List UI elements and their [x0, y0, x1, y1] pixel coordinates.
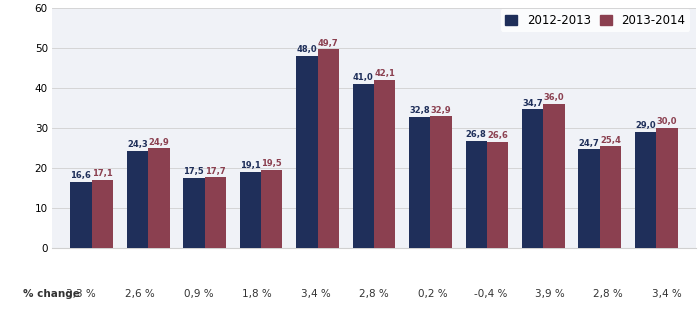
Bar [127, 151, 148, 248]
Text: SSNA: SSNA [593, 259, 624, 269]
Text: Î.-P.-É.: Î.-P.-É. [473, 259, 510, 269]
Text: 0,9 %: 0,9 % [183, 289, 214, 299]
Text: -0,4 %: -0,4 % [475, 289, 508, 299]
Text: 3,9 %: 3,9 % [535, 289, 564, 299]
Legend: 2012-2013, 2013-2014: 2012-2013, 2013-2014 [500, 9, 690, 31]
Bar [296, 56, 318, 248]
Text: 3,3 %: 3,3 % [66, 289, 96, 299]
Text: 17,5: 17,5 [183, 167, 204, 176]
Text: 19,5: 19,5 [261, 159, 282, 169]
Text: 26,8: 26,8 [466, 130, 486, 139]
Text: 17,1: 17,1 [92, 169, 113, 178]
Bar [522, 109, 543, 248]
Text: % change: % change [22, 289, 80, 299]
Text: 3,4 %: 3,4 % [300, 289, 330, 299]
Text: 16,6: 16,6 [71, 171, 91, 180]
Bar [239, 172, 261, 248]
Text: Total*: Total* [650, 259, 684, 269]
Text: MAN.: MAN. [241, 259, 272, 269]
Text: 2,8 %: 2,8 % [359, 289, 389, 299]
Text: ALB.: ALB. [127, 259, 153, 269]
Text: 2,6 %: 2,6 % [125, 289, 155, 299]
Text: C.-B.: C.-B. [67, 259, 95, 269]
Text: 1,8 %: 1,8 % [242, 289, 272, 299]
Bar [409, 117, 430, 248]
Bar [148, 149, 169, 248]
Bar [353, 84, 374, 248]
Bar [70, 182, 92, 248]
Bar [374, 80, 395, 248]
Text: 0,2 %: 0,2 % [418, 289, 447, 299]
Text: 32,9: 32,9 [431, 106, 452, 115]
Text: N.-É.: N.-É. [419, 259, 447, 269]
Text: 49,7: 49,7 [318, 38, 339, 48]
Text: 2,8 %: 2,8 % [594, 289, 623, 299]
Text: 42,1: 42,1 [374, 69, 395, 78]
Bar [92, 180, 113, 248]
Bar [543, 104, 565, 248]
Bar [204, 177, 226, 248]
Text: 17,7: 17,7 [205, 167, 225, 176]
Bar [487, 142, 508, 248]
Text: 36,0: 36,0 [544, 93, 564, 102]
Text: 30,0: 30,0 [657, 117, 678, 126]
Text: 19,1: 19,1 [240, 161, 260, 170]
Text: 24,9: 24,9 [148, 138, 169, 147]
Text: 34,7: 34,7 [522, 99, 543, 107]
Text: T.-N.-L.: T.-N.-L. [529, 259, 570, 269]
Bar [600, 146, 622, 248]
Bar [635, 132, 657, 248]
Text: ONT.: ONT. [302, 259, 329, 269]
Text: 3,4 %: 3,4 % [652, 289, 682, 299]
Bar [466, 141, 487, 248]
Text: 24,7: 24,7 [579, 139, 600, 148]
Text: 24,3: 24,3 [127, 140, 148, 149]
Text: SASK.: SASK. [181, 259, 216, 269]
Text: 41,0: 41,0 [353, 73, 374, 82]
Bar [261, 170, 283, 248]
Text: 25,4: 25,4 [601, 136, 621, 145]
Bar [183, 178, 204, 248]
Bar [318, 49, 339, 248]
Bar [430, 116, 452, 248]
Text: 32,8: 32,8 [410, 106, 430, 115]
Bar [578, 149, 600, 248]
Text: 29,0: 29,0 [636, 121, 656, 130]
Text: 48,0: 48,0 [297, 45, 317, 54]
Bar [657, 128, 678, 248]
Text: 26,6: 26,6 [487, 131, 508, 140]
Text: N.-B.: N.-B. [360, 259, 389, 269]
